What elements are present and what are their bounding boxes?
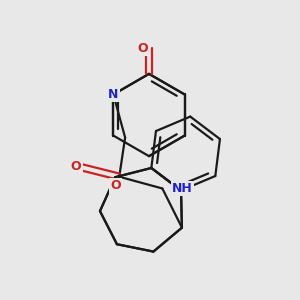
Text: NH: NH: [172, 182, 193, 195]
Text: O: O: [138, 42, 148, 55]
Text: O: O: [110, 179, 121, 192]
Text: N: N: [108, 88, 118, 101]
Text: O: O: [71, 160, 82, 173]
